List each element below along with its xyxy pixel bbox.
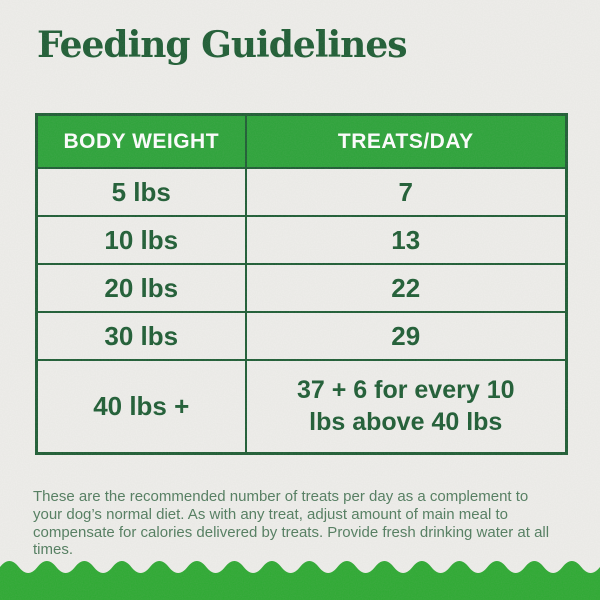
treats-per-day-value: 22 — [244, 263, 568, 313]
table-row: 30 lbs 29 — [35, 311, 568, 361]
col-header-body-weight: BODY WEIGHT — [35, 113, 247, 169]
page-title: Feeding Guidelines — [37, 24, 407, 66]
table-row: 40 lbs + 37 + 6 for every 10 lbs above 4… — [35, 359, 568, 455]
feeding-guidelines-table: BODY WEIGHT TREATS/DAY 5 lbs 7 10 lbs 13… — [35, 113, 568, 455]
body-weight-value: 30 lbs — [35, 311, 247, 361]
treats-per-day-value: 7 — [244, 167, 568, 217]
body-weight-value: 10 lbs — [35, 215, 247, 265]
table-row: 5 lbs 7 — [35, 167, 568, 217]
col-header-treats-day: TREATS/DAY — [244, 113, 568, 169]
treats-per-day-value: 13 — [244, 215, 568, 265]
body-weight-value: 40 lbs + — [35, 359, 247, 455]
body-weight-value: 20 lbs — [35, 263, 247, 313]
treats-per-day-value: 37 + 6 for every 10 lbs above 40 lbs — [244, 359, 568, 455]
body-weight-value: 5 lbs — [35, 167, 247, 217]
table-row: 10 lbs 13 — [35, 215, 568, 265]
treats-per-day-value: 29 — [244, 311, 568, 361]
wave-border-decoration — [0, 561, 600, 600]
table-row: 20 lbs 22 — [35, 263, 568, 313]
footnote-text: These are the recommended number of trea… — [33, 488, 550, 559]
table-header-row: BODY WEIGHT TREATS/DAY — [35, 113, 568, 169]
